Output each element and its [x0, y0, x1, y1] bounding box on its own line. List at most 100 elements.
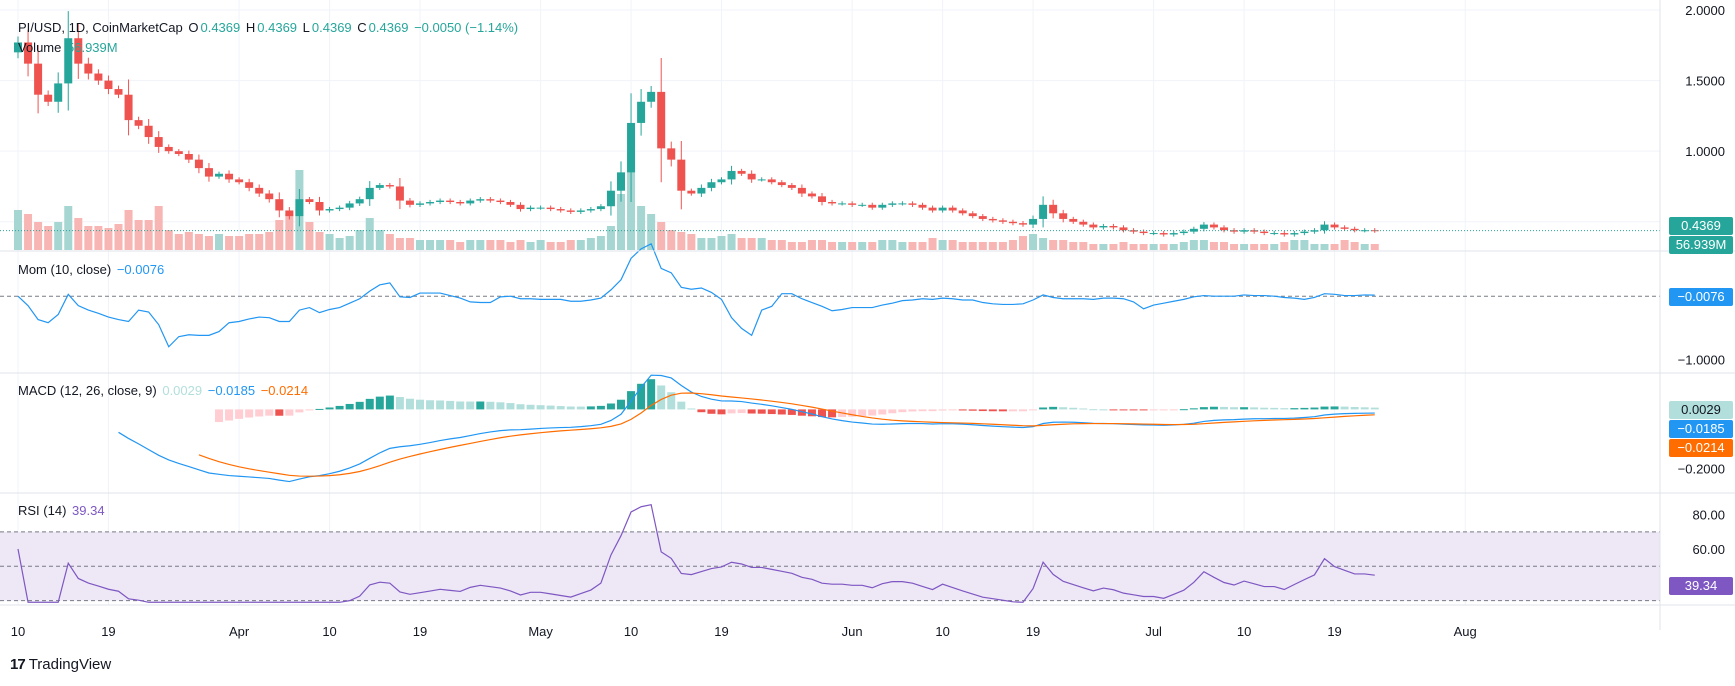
macd-histogram-bar — [496, 402, 505, 410]
macd-histogram-bar — [1340, 406, 1349, 410]
time-tick-label: 19 — [714, 624, 728, 639]
volume-bar — [1320, 244, 1329, 250]
price-tick-label: 2.0000 — [1685, 3, 1725, 18]
macd-histogram-bar — [325, 407, 334, 410]
candle-body — [84, 63, 93, 74]
volume-bar — [1019, 236, 1027, 250]
macd-histogram-bar — [677, 401, 686, 410]
candle-body — [1230, 230, 1239, 232]
macd-line-badge: −0.0185 — [1669, 420, 1733, 438]
volume-legend: Volume 56.939M — [18, 40, 120, 55]
mom-label: Mom (10, close) — [18, 262, 112, 277]
volume-bar — [596, 236, 605, 250]
time-tick-label: 10 — [322, 624, 336, 639]
candle-body — [1079, 221, 1088, 225]
volume-bar — [265, 232, 274, 250]
macd-histogram-bar — [1250, 407, 1259, 410]
volume-bar — [1008, 240, 1017, 250]
volume-bar — [1179, 242, 1188, 250]
candle-body — [496, 200, 505, 202]
volume-bar — [194, 234, 203, 250]
candle-body — [275, 199, 284, 211]
macd-histogram-bar — [466, 401, 475, 410]
volume-bar — [235, 236, 244, 250]
volume-bar — [566, 240, 575, 250]
candle-body — [446, 200, 455, 202]
macd-histogram-bar — [295, 409, 304, 413]
candle-body — [516, 204, 525, 210]
volume-bar — [405, 238, 414, 250]
volume-badge: 56.939M — [1669, 236, 1733, 254]
time-tick-label: 10 — [935, 624, 949, 639]
candle-body — [697, 187, 706, 194]
macd-histogram-bar — [1149, 409, 1158, 411]
volume-bar — [426, 240, 435, 250]
candle-body — [988, 218, 997, 221]
candle-body — [1089, 224, 1098, 228]
candle-body — [426, 202, 435, 204]
macd-histogram-bar — [1029, 409, 1038, 411]
rsi-legend: RSI (14) 39.34 — [18, 503, 107, 518]
volume-bar — [637, 206, 646, 250]
pane-separators — [0, 0, 1735, 630]
candle-body — [777, 182, 786, 186]
macd-histogram-bar — [305, 409, 314, 411]
macd-histogram-bar — [1199, 407, 1208, 410]
candle-body — [1109, 226, 1118, 228]
candle-body — [757, 179, 766, 181]
candle-body — [456, 202, 465, 204]
volume-bar — [858, 242, 867, 250]
volume-bar — [355, 230, 364, 250]
volume-bar — [375, 230, 384, 250]
candle-body — [355, 199, 364, 204]
volume-bar — [94, 226, 103, 250]
time-tick-label: Jun — [842, 624, 863, 639]
macd-histogram-bar — [315, 408, 324, 410]
volume-bar — [64, 206, 73, 250]
mom-line — [17, 242, 1375, 348]
candle-body — [968, 213, 977, 217]
macd-histogram-bar — [285, 409, 294, 416]
macd-histogram-bar — [606, 403, 615, 410]
volume-value: 56.939M — [67, 40, 118, 55]
macd-histogram-bar — [717, 409, 726, 415]
candle-body — [888, 203, 897, 205]
rsi-tick-label: 60.00 — [1692, 542, 1725, 557]
volume-bar — [1330, 244, 1339, 250]
candle-body — [1139, 231, 1148, 234]
candle-body — [1149, 233, 1158, 235]
candle-body — [405, 200, 414, 205]
macd-histogram-bar — [1159, 409, 1168, 411]
candle-body — [44, 94, 53, 102]
candle-body — [74, 38, 83, 64]
macd-hist-value: 0.0029 — [162, 383, 203, 398]
macd-histogram-bar — [446, 400, 455, 410]
candle-body — [1119, 227, 1128, 231]
candle-body — [315, 202, 324, 211]
time-tick-label: 19 — [1327, 624, 1341, 639]
volume-bar — [898, 242, 907, 250]
candle-body — [787, 185, 796, 188]
mom-value: −0.0076 — [116, 262, 165, 277]
volume-bar — [134, 220, 143, 250]
macd-histogram-bar — [1039, 407, 1048, 410]
volume-bar — [255, 234, 264, 250]
candle-body — [596, 206, 605, 210]
macd-histogram-bar — [265, 409, 274, 416]
candle-body — [556, 209, 565, 211]
candle-body — [1330, 224, 1339, 228]
volume-bar — [1099, 244, 1108, 250]
candle-body — [104, 80, 113, 90]
candle-body — [225, 173, 234, 180]
candle-body — [345, 203, 354, 208]
macd-histogram-bar — [1179, 409, 1188, 411]
macd-histogram-bar — [767, 409, 776, 415]
volume-bar — [476, 240, 485, 250]
volume-bar — [1340, 240, 1349, 250]
candle-body — [1179, 231, 1188, 234]
volume-bar — [828, 242, 837, 250]
candlestick-series — [14, 11, 1379, 237]
volume-bar — [1039, 238, 1048, 250]
brand[interactable]: 17 TradingView — [10, 656, 111, 673]
